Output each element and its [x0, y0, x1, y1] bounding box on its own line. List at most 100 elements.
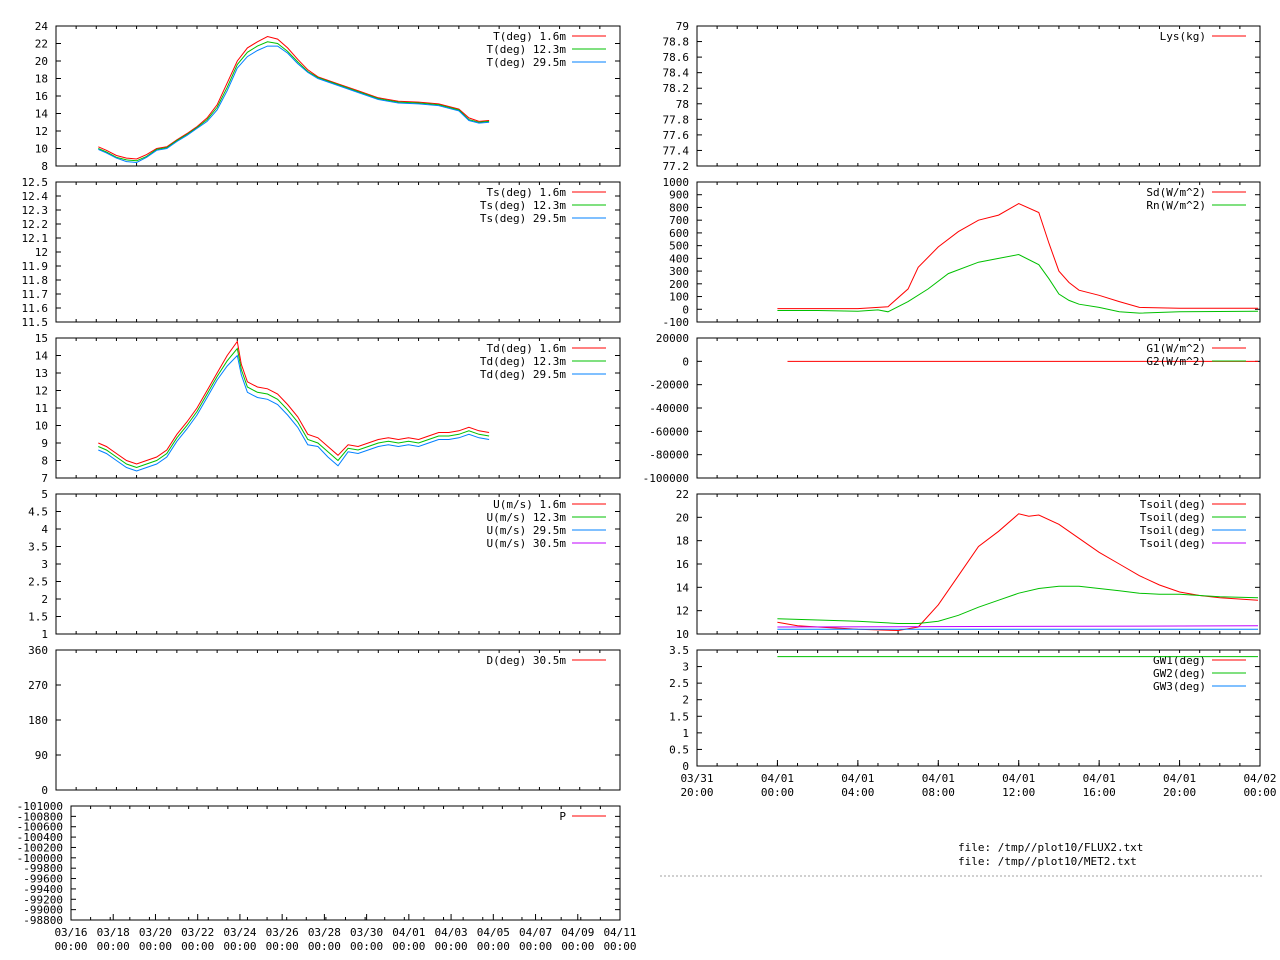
- y-tick-label: 90: [35, 749, 48, 762]
- x-tick-label-date: 04/07: [519, 926, 552, 939]
- y-tick-label: 18: [676, 535, 689, 548]
- y-tick-label: -100800: [17, 810, 63, 823]
- y-tick-label: 2: [41, 593, 48, 606]
- y-tick-label: -98800: [23, 914, 63, 927]
- x-tick-label-date: 03/26: [266, 926, 299, 939]
- legend-label-temp-2: T(deg) 29.5m: [487, 56, 567, 69]
- x-tick-label-time: 00:00: [223, 940, 256, 953]
- plot-frame-wind: [55, 493, 621, 635]
- series-line-td-0: [98, 340, 490, 465]
- y-tick-label: 800: [669, 201, 689, 214]
- plot-frame-tsoil: [696, 493, 1261, 635]
- y-tick-label: -101000: [17, 800, 63, 813]
- x-tick-label-date: 04/03: [435, 926, 468, 939]
- y-tick-label: 20: [676, 511, 689, 524]
- y-tick-label: 11.7: [22, 288, 49, 301]
- y-tick-label: -100000: [643, 472, 689, 485]
- y-tick-label: 1.5: [669, 710, 689, 723]
- y-tick-label: 78.4: [663, 67, 690, 80]
- plot-frame-temp: [55, 25, 621, 167]
- x-tick-label-time: 00:00: [435, 940, 468, 953]
- y-tick-label: 12: [35, 125, 48, 138]
- y-tick-label: 2.5: [28, 576, 48, 589]
- x-tick-label-date: 04/01: [392, 926, 425, 939]
- y-tick-label: 79: [676, 20, 689, 33]
- y-tick-label: 2.5: [669, 677, 689, 690]
- y-tick-label: 270: [28, 679, 48, 692]
- legend-label-ground-0: G1(W/m^2): [1146, 342, 1206, 355]
- y-tick-label: 14: [35, 350, 49, 363]
- legend-label-gw-0: GW1(deg): [1153, 654, 1206, 667]
- y-tick-label: 12: [676, 605, 689, 618]
- y-tick-label: -99800: [23, 862, 63, 875]
- legend-label-ts-1: Ts(deg) 12.3m: [480, 199, 566, 212]
- y-tick-label: 77.4: [663, 144, 690, 157]
- y-tick-label: 12: [35, 385, 48, 398]
- x-tick-label-time: 12:00: [1002, 786, 1035, 799]
- plot-frame-gw: [696, 649, 1261, 767]
- y-tick-label: 78.6: [663, 51, 690, 64]
- file-label-0: file: /tmp//plot10/FLUX2.txt: [958, 841, 1143, 854]
- y-tick-label: 3.5: [28, 541, 48, 554]
- y-tick-label: 14: [35, 108, 49, 121]
- x-tick-label-date: 04/11: [603, 926, 636, 939]
- y-tick-label: 12.2: [22, 218, 49, 231]
- legend-label-ground-1: G2(W/m^2): [1146, 355, 1206, 368]
- file-label-1: file: /tmp//plot10/MET2.txt: [958, 855, 1137, 868]
- plot-frame-press: [70, 805, 621, 921]
- y-tick-label: 10: [35, 143, 48, 156]
- plot-frame-lys: [696, 25, 1261, 167]
- y-tick-label: 24: [35, 20, 49, 33]
- y-tick-label: 8: [41, 160, 48, 173]
- legend-label-wind-1: U(m/s) 12.3m: [487, 511, 567, 524]
- x-tick-label-date: 04/02: [1243, 772, 1276, 785]
- y-tick-label: 200: [669, 278, 689, 291]
- plot-frame-rad: [696, 181, 1261, 323]
- series-line-rad-1: [777, 253, 1259, 314]
- x-tick-label-date: 03/16: [54, 926, 87, 939]
- x-tick-label-time: 00:00: [139, 940, 172, 953]
- x-tick-label-date: 04/01: [841, 772, 874, 785]
- x-tick-label-time: 08:00: [922, 786, 955, 799]
- y-tick-label: 3.5: [669, 644, 689, 657]
- y-tick-label: -99200: [23, 893, 63, 906]
- y-tick-label: 8: [41, 455, 48, 468]
- x-tick-label-time: 00:00: [266, 940, 299, 953]
- x-tick-label-date: 03/20: [139, 926, 172, 939]
- x-tick-label-time: 00:00: [350, 940, 383, 953]
- y-tick-label: 0: [682, 303, 689, 316]
- y-tick-label: -99400: [23, 883, 63, 896]
- x-tick-label-time: 04:00: [841, 786, 874, 799]
- series-line-temp-0: [98, 35, 490, 160]
- y-tick-label: 700: [669, 214, 689, 227]
- x-tick-label-date: 04/01: [1002, 772, 1035, 785]
- y-tick-label: 18: [35, 73, 48, 86]
- y-tick-label: 11.8: [22, 274, 49, 287]
- y-tick-label: -100: [663, 316, 690, 329]
- y-tick-label: 300: [669, 265, 689, 278]
- y-tick-label: 12: [35, 246, 48, 259]
- legend-label-press-0: P: [559, 810, 566, 823]
- y-tick-label: 10: [676, 628, 689, 641]
- y-tick-label: -99600: [23, 873, 63, 886]
- x-tick-label-date: 03/31: [680, 772, 713, 785]
- x-tick-label-date: 04/01: [1083, 772, 1116, 785]
- legend-label-td-0: Td(deg) 1.6m: [487, 342, 567, 355]
- y-tick-label: 9: [41, 437, 48, 450]
- legend-label-dir-0: D(deg) 30.5m: [487, 654, 567, 667]
- x-tick-label-date: 04/01: [922, 772, 955, 785]
- y-tick-label: 1000: [663, 176, 690, 189]
- y-tick-label: 0: [682, 760, 689, 773]
- series-line-td-1: [98, 347, 490, 469]
- y-tick-label: 360: [28, 644, 48, 657]
- y-tick-label: 77.6: [663, 129, 690, 142]
- y-tick-label: 12.1: [22, 232, 49, 245]
- y-tick-label: 78.2: [663, 82, 690, 95]
- x-tick-label-time: 00:00: [97, 940, 130, 953]
- y-tick-label: 1: [41, 628, 48, 641]
- y-tick-label: 0: [682, 355, 689, 368]
- x-tick-label-date: 03/30: [350, 926, 383, 939]
- series-line-tsoil-3: [777, 625, 1259, 628]
- legend-label-tsoil-2: Tsoil(deg): [1140, 524, 1206, 537]
- plot-frame-dir: [55, 649, 621, 791]
